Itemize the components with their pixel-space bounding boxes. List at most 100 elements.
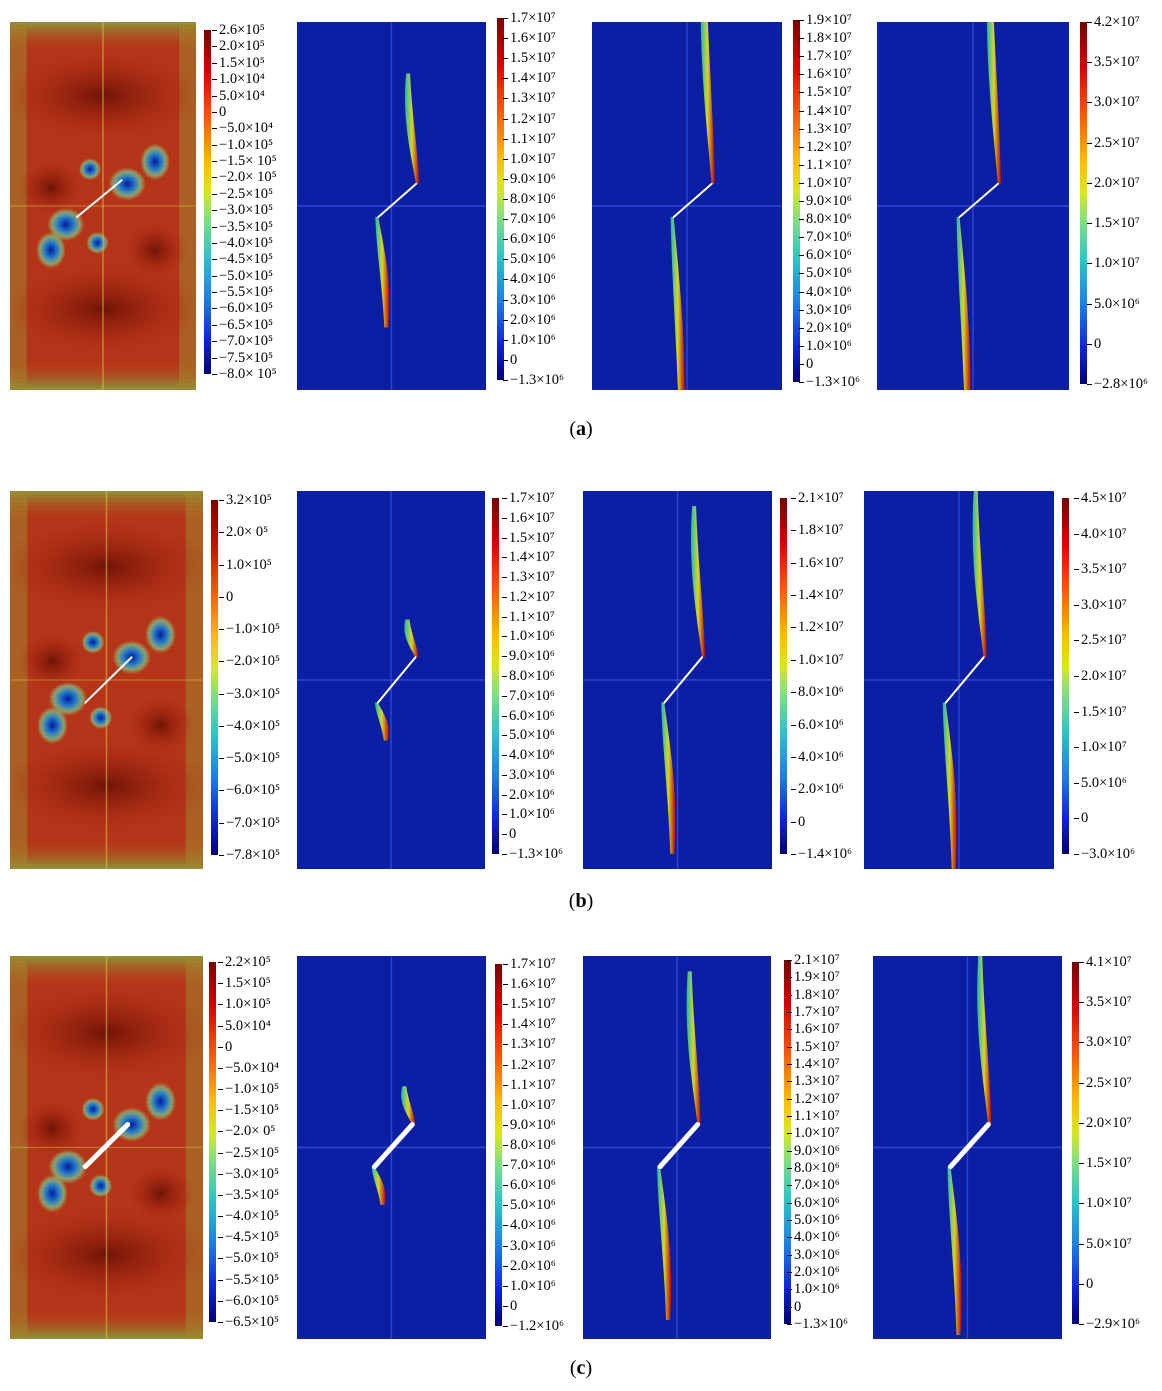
colorbar-tick-label: 1.0×10⁷ bbox=[503, 1096, 556, 1113]
colorbar-tick-label: −5.0×10⁴ bbox=[217, 1059, 280, 1076]
crack-line bbox=[377, 182, 418, 219]
colorbar-tick-label: 0 bbox=[502, 1297, 518, 1314]
colorbar-tick-label: 1.7×10⁷ bbox=[503, 10, 556, 26]
colorbar-tick-label: 1.4×10⁷ bbox=[791, 587, 844, 604]
colorbar-tick-label: 0 bbox=[501, 826, 517, 843]
colorbar-tick-label: 1.0×10⁷ bbox=[1087, 255, 1140, 272]
damage-band-lower bbox=[661, 702, 676, 854]
colorbar-tick-label: 6.0×10⁶ bbox=[787, 1194, 840, 1211]
colorbar-tick-label: −7.0×10⁵ bbox=[211, 333, 274, 350]
colorbar-tick-label: 0 bbox=[786, 1298, 802, 1315]
colorbar-tick-label: −2.5×10⁵ bbox=[217, 1144, 280, 1161]
colorbar-tick-label: 1.0×10⁷ bbox=[787, 1125, 840, 1142]
subfigure-caption: (c) bbox=[569, 1357, 593, 1379]
colorbar-tick-label: −1.3×10⁶ bbox=[786, 1316, 849, 1332]
crack-line bbox=[84, 656, 133, 704]
colorbar-tick-label: −2.8×10⁶ bbox=[1086, 376, 1149, 392]
colorbar-tick-label: −3.0×10⁶ bbox=[1073, 846, 1136, 862]
colorbar-tick-label: 7.0×10⁶ bbox=[799, 229, 852, 246]
colorbar bbox=[784, 960, 791, 1324]
colorbar-tick-label: 1.1×10⁷ bbox=[787, 1108, 840, 1124]
colorbar-tick-label: 2.0×10⁵ bbox=[212, 38, 265, 55]
damage-band-upper bbox=[972, 491, 987, 658]
colorbar-tick-label: 0 bbox=[1086, 335, 1102, 352]
damage-band-lower bbox=[947, 1166, 962, 1336]
colorbar-tick-label: 1.5×10⁵ bbox=[218, 975, 271, 992]
subfigure-caption: (b) bbox=[568, 890, 594, 912]
colorbar-tick-label: −2.5×10⁵ bbox=[211, 185, 274, 202]
colorbar-tick-label: −6.0×10⁵ bbox=[211, 300, 274, 317]
colorbar-tick-label: 2.0×10⁶ bbox=[791, 781, 844, 798]
damage-contour-plot bbox=[592, 22, 782, 390]
colorbar-tick-label: 6.0×10⁶ bbox=[799, 247, 852, 264]
colorbar-tick-label: 1.2×10⁷ bbox=[799, 138, 852, 155]
crack-line bbox=[371, 1122, 415, 1170]
colorbar-tick-label: 1.8×10⁷ bbox=[799, 30, 852, 47]
colorbar-tick-label: 9.0×10⁶ bbox=[787, 1142, 840, 1159]
colorbar-tick-label: 6.0×10⁶ bbox=[503, 231, 556, 248]
colorbar-tick-label: 4.5×10⁷ bbox=[1074, 490, 1127, 506]
colorbar-tick-label: −5.0×10⁵ bbox=[211, 267, 274, 284]
colorbar-tick-label: 1.6×10⁷ bbox=[791, 554, 844, 571]
colorbar-tick-label: −4.0×10⁵ bbox=[218, 717, 281, 734]
colorbar-tick-label: 5.0×10⁴ bbox=[218, 1017, 271, 1034]
colorbar-tick-label: −2.0× 10⁵ bbox=[212, 169, 277, 186]
colorbar-tick-label: 1.2×10⁷ bbox=[787, 1090, 840, 1107]
colorbar-tick-label: 1.3×10⁷ bbox=[502, 569, 555, 586]
colorbar-tick-label: 1.7×10⁷ bbox=[787, 1004, 840, 1020]
colorbar-tick-label: −6.5×10⁵ bbox=[211, 316, 274, 333]
colorbar-tick-label: 1.7×10⁷ bbox=[503, 956, 556, 972]
colorbar-tick-label: 1.0×10⁷ bbox=[1074, 739, 1127, 756]
colorbar-tick-label: 5.0×10⁷ bbox=[1079, 1235, 1132, 1252]
colorbar-tick-label: −6.5×10⁵ bbox=[217, 1314, 280, 1330]
colorbar-tick-label: −5.0×10⁵ bbox=[218, 750, 281, 767]
colorbar-tick-label: 1.3×10⁷ bbox=[503, 90, 556, 107]
damage-band-lower bbox=[374, 702, 389, 741]
colorbar-tick-label: 7.0×10⁶ bbox=[503, 211, 556, 228]
colorbar-tick-label: 2.0×10⁶ bbox=[799, 319, 852, 336]
crack-line bbox=[672, 182, 713, 219]
damage-band-upper bbox=[401, 1086, 416, 1125]
subfigure-letter: a bbox=[576, 418, 586, 440]
colorbar-tick-label: 3.0×10⁶ bbox=[503, 291, 556, 308]
colorbar-tick-label: 1.0×10⁷ bbox=[791, 651, 844, 668]
colorbar-tick-label: −1.0×10⁵ bbox=[217, 1081, 280, 1098]
crack-line bbox=[75, 179, 123, 219]
colorbar-tick-label: 7.0×10⁶ bbox=[787, 1177, 840, 1194]
damage-contour-plot bbox=[583, 956, 771, 1339]
colorbar-tick-label: 2.0×10⁶ bbox=[503, 1257, 556, 1274]
colorbar-tick-label: 1.6×10⁷ bbox=[799, 66, 852, 83]
colorbar-tick-label: −1.5× 10⁵ bbox=[212, 153, 277, 170]
damage-contour-plot bbox=[297, 956, 486, 1339]
damage-band-upper bbox=[690, 506, 706, 658]
colorbar-tick-label: 8.0×10⁶ bbox=[503, 1137, 556, 1153]
colorbar-tick-label: 1.0×10⁷ bbox=[1079, 1195, 1132, 1212]
colorbar-tick-label: 3.2×10⁵ bbox=[219, 492, 272, 508]
colorbar-tick-label: −4.5×10⁵ bbox=[217, 1229, 280, 1246]
colorbar-tick-label: −6.0×10⁵ bbox=[217, 1292, 280, 1309]
colorbar-tick-label: 1.8×10⁷ bbox=[787, 986, 840, 1003]
colorbar-tick-label: −3.0×10⁵ bbox=[211, 202, 274, 219]
colorbar bbox=[211, 500, 218, 855]
colorbar-tick-label: 2.0×10⁷ bbox=[1074, 668, 1127, 684]
colorbar-tick-label: 0 bbox=[1078, 1275, 1094, 1292]
colorbar-tick-label: 3.0×10⁷ bbox=[1079, 1034, 1132, 1051]
stress-contour-plot bbox=[10, 22, 196, 390]
colorbar-tick-label: 3.5×10⁷ bbox=[1079, 994, 1132, 1011]
colorbar-tick-label: −7.8×10⁵ bbox=[218, 847, 281, 863]
colorbar-tick-label: 8.0×10⁶ bbox=[791, 684, 844, 701]
colorbar-tick-label: 8.0×10⁶ bbox=[799, 211, 852, 228]
colorbar-tick-label: 2.0×10⁷ bbox=[1087, 174, 1140, 191]
colorbar-tick-label: 1.5×10⁷ bbox=[787, 1038, 840, 1055]
colorbar-tick-label: −3.0×10⁵ bbox=[218, 685, 281, 702]
colorbar-tick-label: −7.5×10⁵ bbox=[211, 349, 274, 366]
subfigure-letter: b bbox=[575, 890, 587, 912]
colorbar-tick-label: 1.5×10⁵ bbox=[212, 54, 265, 71]
colorbar-tick-label: 1.0×10⁵ bbox=[218, 996, 271, 1013]
colorbar-tick-label: 1.0×10⁵ bbox=[219, 556, 272, 573]
colorbar-tick-label: 1.5×10⁷ bbox=[799, 84, 852, 101]
colorbar-tick-label: −1.3×10⁶ bbox=[798, 374, 861, 390]
colorbar-tick-label: 3.0×10⁶ bbox=[799, 301, 852, 318]
stress-contour-plot bbox=[10, 491, 203, 869]
colorbar-tick-label: 6.0×10⁶ bbox=[503, 1177, 556, 1194]
